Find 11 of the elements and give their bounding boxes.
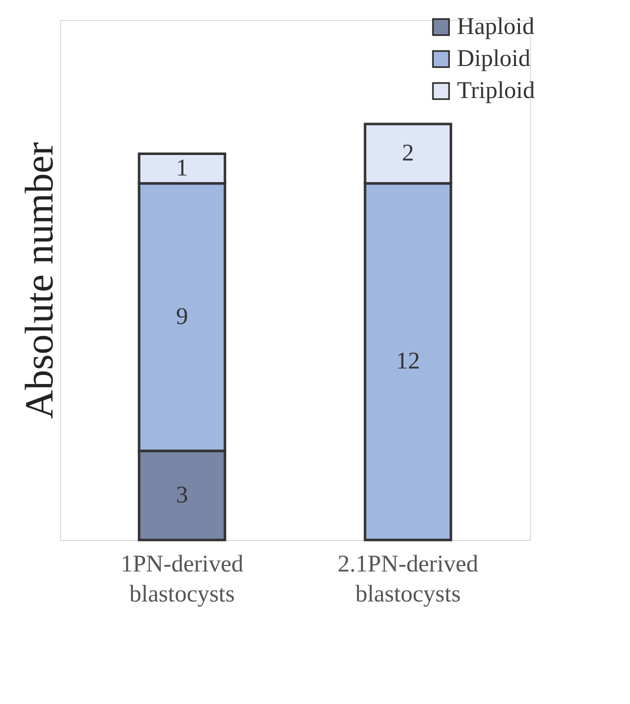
legend-label: Haploid xyxy=(457,14,534,40)
data-label: 12 xyxy=(396,348,420,375)
y-axis-title: Absolute number xyxy=(16,142,62,419)
data-label: 3 xyxy=(176,482,188,508)
x-tick-label: 2.1PN-derived blastocysts xyxy=(338,552,478,608)
data-label: 2 xyxy=(402,140,414,167)
x-tick-label: 1PN-derived blastocysts xyxy=(120,552,244,608)
legend-label: Diploid xyxy=(457,46,530,72)
legend-label: Triploid xyxy=(457,78,535,104)
data-label: 1 xyxy=(176,156,188,182)
data-label: 9 xyxy=(176,304,188,330)
